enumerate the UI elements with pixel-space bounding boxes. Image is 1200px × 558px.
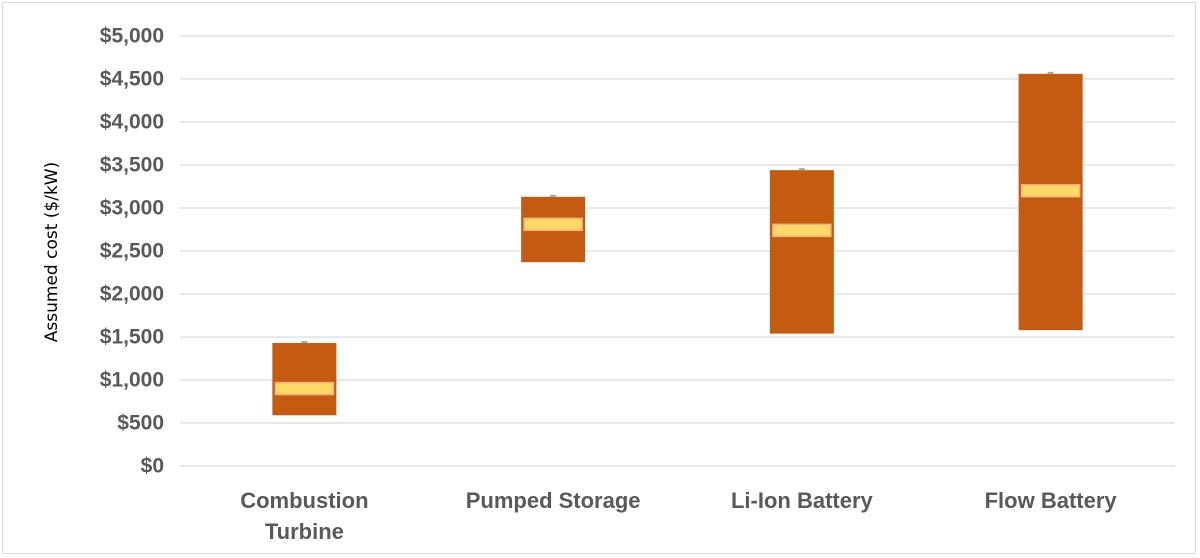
y-tick-label: $3,500 [100,154,164,177]
range-bar [769,170,834,334]
range-bar [272,343,337,416]
y-tick-label: $0 [141,455,164,478]
y-axis-tick-labels: $0 $500 $1,000 $1,500 $2,000 $2,500 $3,000 $3,5… [100,25,164,478]
y-tick-label: $5,000 [100,25,164,48]
median-marker [523,217,583,232]
y-tick-label: $2,000 [100,283,164,306]
median-marker [1020,184,1081,198]
gridlines [180,35,1175,467]
category-label: Pumped Storage [466,488,641,513]
y-tick-label: $4,500 [100,68,164,91]
category-label: Flow Battery [985,488,1118,513]
y-tick-label: $4,000 [100,111,164,134]
y-tick-label: $1,000 [100,369,164,392]
y-tick-label: $2,500 [100,240,164,263]
range-bars [272,71,1083,416]
y-tick-label: $500 [117,412,164,435]
x-axis-category-labels: Combustion Turbine Pumped Storage Li-Ion Ba… [240,488,1117,544]
range-bar [1018,73,1083,331]
median-marker [772,223,832,238]
y-tick-label: $1,500 [100,326,164,349]
median-marker [274,381,335,396]
y-tick-label: $3,000 [100,197,164,220]
category-label: Combustion Turbine [240,488,368,544]
category-label: Li-Ion Battery [731,488,874,513]
y-axis-title: Assumed cost ($/kW) [42,162,62,342]
